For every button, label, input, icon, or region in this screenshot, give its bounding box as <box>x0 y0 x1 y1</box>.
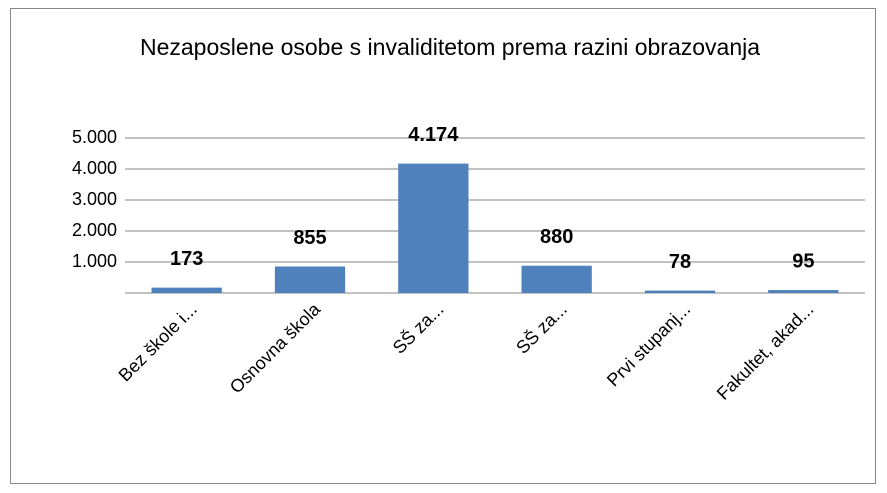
bar <box>521 265 592 293</box>
bar <box>644 290 716 293</box>
value-label: 95 <box>792 250 814 272</box>
bar <box>768 290 839 293</box>
x-tick-label: Prvi stupanj... <box>603 299 694 390</box>
x-tick-label: SŠ za... <box>511 298 570 357</box>
value-label: 855 <box>293 227 326 249</box>
y-tick-label: 3.000 <box>72 189 117 209</box>
y-tick-label: 2.000 <box>72 220 117 240</box>
y-tick-label: 4.000 <box>72 158 117 178</box>
bar <box>274 266 346 293</box>
x-tick-label: SŠ za... <box>388 298 447 357</box>
bar <box>398 163 469 293</box>
value-label: 4.174 <box>408 124 459 146</box>
value-label: 78 <box>669 251 691 273</box>
value-label: 880 <box>540 226 573 248</box>
chart-frame <box>10 8 876 484</box>
chart-title: Nezaposlene osobe s invaliditetom prema … <box>139 34 761 60</box>
bar <box>151 287 222 293</box>
value-label: 173 <box>170 248 203 270</box>
x-tick-label: Fakultet, akad... <box>713 299 818 404</box>
y-tick-label: 1.000 <box>72 251 117 271</box>
x-tick-label: Osnovna škola <box>226 298 325 397</box>
x-tick-label: Bez škole i... <box>115 299 201 385</box>
y-tick-label: 5.000 <box>72 127 117 147</box>
